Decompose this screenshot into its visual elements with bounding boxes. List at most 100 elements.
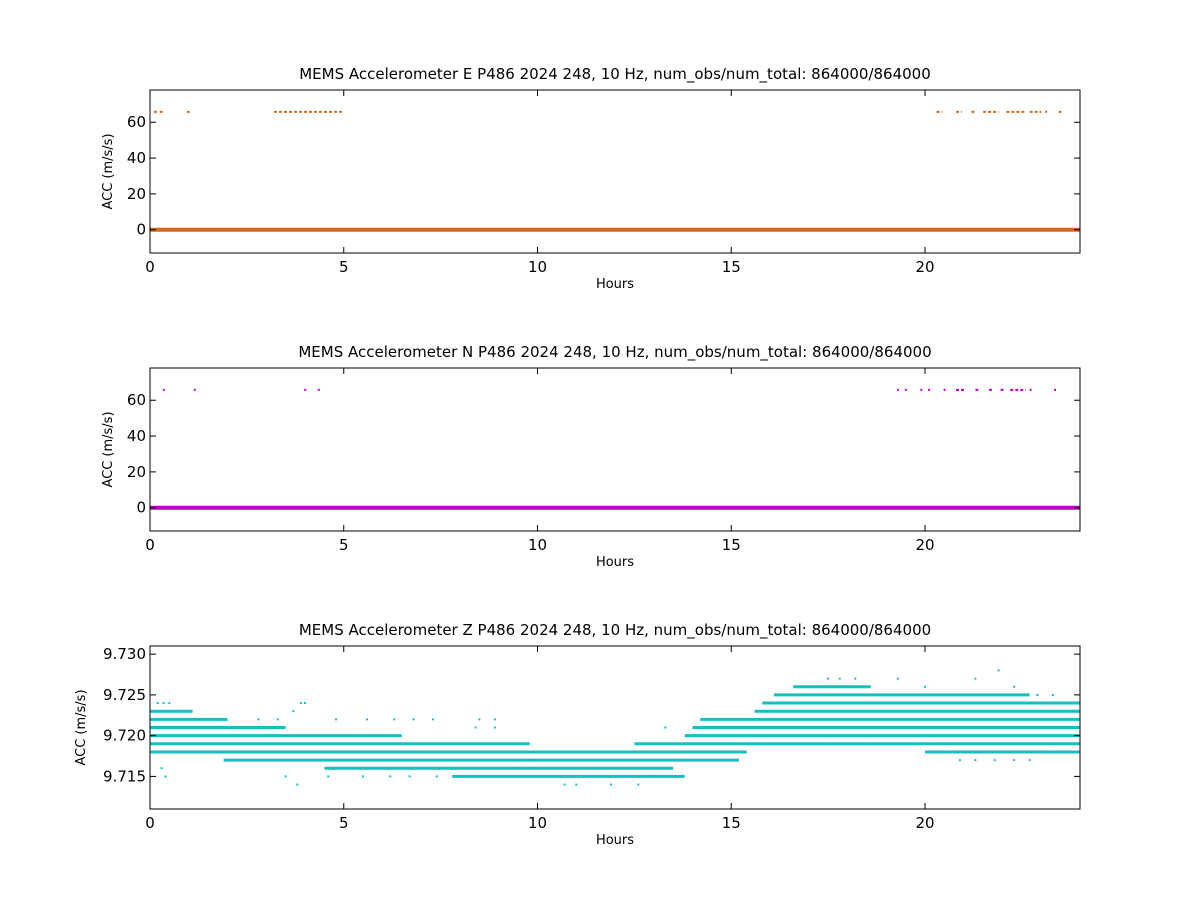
scatter-point (292, 710, 295, 713)
data-layer (150, 388, 1080, 510)
x-tick-label: 0 (145, 536, 155, 554)
scatter-point (478, 718, 481, 721)
scatter-point (838, 677, 841, 680)
scatter-point (916, 734, 919, 737)
scatter-point (304, 702, 306, 705)
x-tick-label: 10 (528, 258, 547, 276)
scatter-point (896, 677, 899, 680)
plot-frame (149, 645, 1081, 810)
y-tick-label: 0 (136, 221, 146, 239)
y-tick-label: 9.730 (103, 645, 146, 663)
scatter-point (435, 775, 438, 778)
scatter-point (164, 775, 167, 778)
plot-frame (149, 367, 1081, 532)
scatter-point (974, 759, 977, 762)
scatter-point (362, 775, 365, 778)
scatter-point (474, 726, 477, 729)
y-tick-label: 9.720 (103, 727, 146, 745)
x-tick-label: 20 (915, 814, 934, 832)
scatter-point (168, 702, 171, 705)
y-axis-label: ACC (m/s/s) (74, 689, 89, 765)
x-tick-label: 20 (915, 536, 934, 554)
scatter-point (827, 734, 830, 737)
scatter-point (563, 783, 566, 786)
scatter-point (807, 726, 810, 729)
y-axis-label: ACC (m/s/s) (101, 133, 116, 209)
scatter-point (156, 702, 159, 705)
scatter-point (160, 767, 163, 770)
scatter-point (846, 685, 849, 688)
scatter-point (1051, 693, 1054, 696)
x-tick-label: 15 (722, 536, 741, 554)
y-tick-label: 40 (127, 149, 146, 167)
panel-e: MEMS Accelerometer E P486 2024 248, 10 H… (101, 65, 1081, 292)
scatter-point (528, 759, 531, 762)
scatter-point (276, 718, 279, 721)
x-tick-label: 0 (145, 814, 155, 832)
scatter-point (749, 742, 752, 745)
scatter-point (1063, 742, 1066, 745)
scatter-point (943, 742, 946, 745)
x-tick-label: 5 (339, 536, 349, 554)
scatter-point (393, 718, 396, 721)
scatter-point (846, 734, 849, 737)
scatter-point (761, 734, 764, 737)
scatter-point (575, 783, 578, 786)
y-tick-label: 40 (127, 427, 146, 445)
scatter-point (931, 734, 934, 737)
scatter-point (1013, 685, 1016, 688)
scatter-point (296, 783, 299, 786)
scatter-point (162, 702, 165, 705)
scatter-point (1028, 759, 1031, 762)
scatter-point (997, 669, 1000, 672)
y-tick-label: 60 (127, 113, 146, 131)
plot-frame (149, 89, 1081, 254)
panel-title: MEMS Accelerometer E P486 2024 248, 10 H… (299, 65, 931, 84)
x-tick-label: 5 (339, 814, 349, 832)
scatter-point (493, 718, 496, 721)
scatter-point (412, 718, 415, 721)
x-tick-label: 10 (528, 814, 547, 832)
y-tick-label: 9.715 (103, 767, 146, 785)
scatter-point (993, 759, 996, 762)
panel-title: MEMS Accelerometer Z P486 2024 248, 10 H… (299, 621, 931, 640)
scatter-point (722, 742, 725, 745)
scatter-point (1048, 742, 1050, 745)
x-axis-label: Hours (596, 555, 634, 570)
scatter-point (924, 685, 926, 688)
panel-title: MEMS Accelerometer N P486 2024 248, 10 H… (298, 343, 931, 362)
scatter-point (257, 718, 260, 721)
scatter-point (493, 726, 496, 729)
y-tick-label: 0 (136, 499, 146, 517)
scatter-point (335, 718, 337, 721)
scatter-point (1013, 759, 1016, 762)
scatter-point (366, 718, 368, 721)
scatter-point (664, 726, 667, 729)
scatter-point (327, 775, 330, 778)
scatter-point (753, 726, 756, 729)
scatter-point (958, 759, 961, 762)
x-tick-label: 20 (915, 258, 934, 276)
data-layer (150, 110, 1080, 232)
x-axis-label: Hours (596, 277, 634, 292)
scatter-point (869, 734, 872, 737)
x-tick-label: 10 (528, 536, 547, 554)
panel-z: MEMS Accelerometer Z P486 2024 248, 10 H… (74, 621, 1081, 848)
y-tick-label: 20 (127, 463, 146, 481)
x-tick-label: 15 (722, 814, 741, 832)
scatter-point (517, 767, 520, 770)
scatter-point (637, 783, 640, 786)
y-tick-label: 60 (127, 391, 146, 409)
x-tick-label: 15 (722, 258, 741, 276)
y-axis-label: ACC (m/s/s) (101, 411, 116, 487)
data-layer (150, 669, 1080, 786)
scatter-point (408, 775, 411, 778)
y-tick-label: 20 (127, 185, 146, 203)
scatter-point (1036, 693, 1039, 696)
scatter-point (854, 677, 857, 680)
x-axis-label: Hours (596, 833, 634, 848)
scatter-point (827, 677, 830, 680)
x-tick-label: 5 (339, 258, 349, 276)
